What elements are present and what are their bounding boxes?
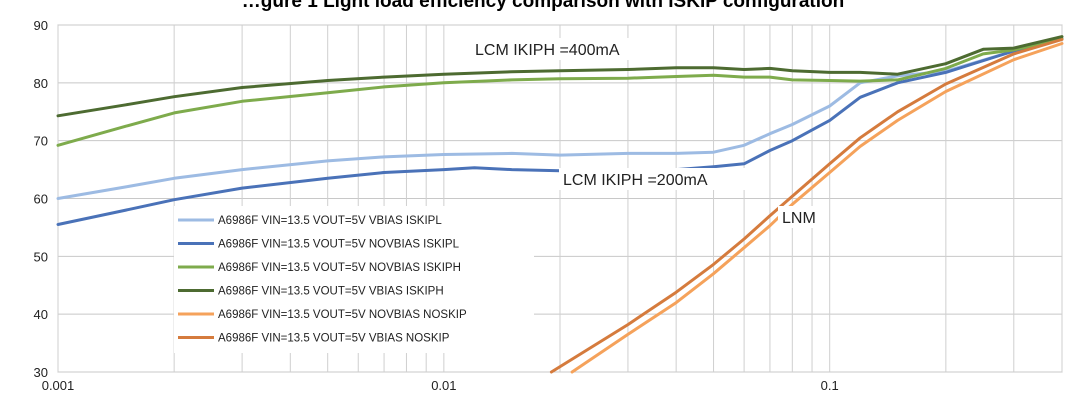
- series-line-4: [56, 35, 1064, 118]
- legend-label: A6986F VIN=13.5 VOUT=5V VBIAS ISKIPL: [218, 215, 442, 227]
- annotation-layer: LCM IKIPH =400mA LCM IKIPH =200mA LNM: [471, 38, 826, 228]
- legend-label: A6986F VIN=13.5 VOUT=5V VBIAS ISKIPH: [218, 286, 444, 298]
- y-tick-label: 90: [34, 18, 48, 33]
- annotation-background: [471, 38, 671, 60]
- legend: A6986F VIN=13.5 VOUT=5V VBIAS ISKIPL A698…: [174, 206, 534, 353]
- series-layer: [56, 35, 1064, 374]
- y-tick-label: 60: [34, 192, 48, 207]
- legend-label: A6986F VIN=13.5 VOUT=5V VBIAS NOSKIP: [218, 333, 450, 345]
- annotation-label: LCM IKIPH =400mA: [475, 42, 620, 59]
- legend-label: A6986F VIN=13.5 VOUT=5V NOVBIAS ISKIPH: [218, 262, 461, 274]
- legend-label: A6986F VIN=13.5 VOUT=5V NOVBIAS NOSKIP: [218, 309, 467, 321]
- y-tick-label: 40: [34, 307, 48, 322]
- legend-label: A6986F VIN=13.5 VOUT=5V NOVBIAS ISKIPL: [218, 239, 460, 251]
- series-line-1: [56, 37, 1064, 200]
- axis-layer: 30 40 50 60 70 80 90 0.001 0.01 0.1: [34, 18, 839, 393]
- series-line-6: [549, 38, 1064, 374]
- x-tick-label: 0.01: [431, 378, 456, 393]
- legend-background: [174, 206, 534, 353]
- y-tick-label: 80: [34, 76, 48, 91]
- y-tick-label: 50: [34, 249, 48, 264]
- x-tick-label: 0.001: [42, 378, 75, 393]
- y-tick-label: 70: [34, 134, 48, 149]
- series-line-5: [570, 42, 1064, 374]
- y-tick-label: 30: [34, 365, 48, 380]
- chart-title: …gure 1 Light load efficiency comparison…: [241, 0, 845, 12]
- series-line-3: [56, 37, 1064, 147]
- annotation-label: LNM: [782, 210, 816, 227]
- annotation-background: [559, 168, 755, 190]
- annotation-label: LCM IKIPH =200mA: [563, 172, 708, 189]
- annotation-background: [778, 206, 826, 228]
- x-tick-label: 0.1: [821, 378, 839, 393]
